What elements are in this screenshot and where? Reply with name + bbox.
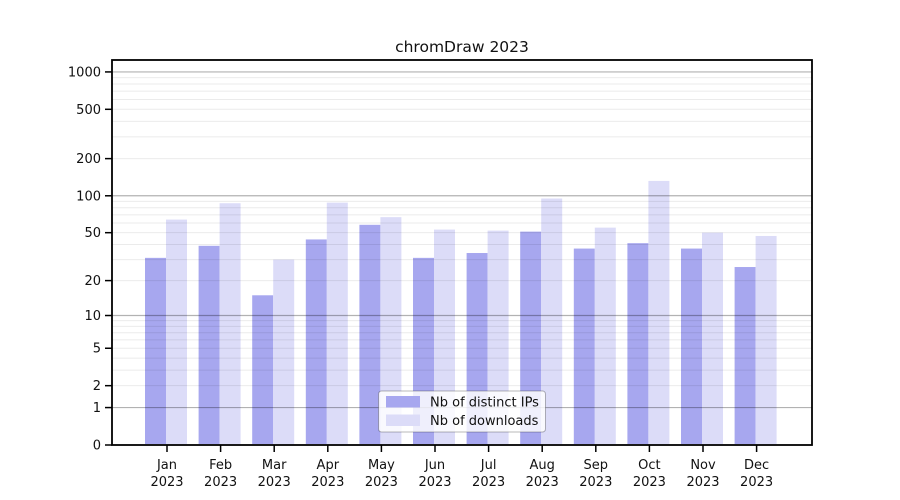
bar-downloads-jun (434, 229, 455, 444)
bar-downloads-aug (541, 198, 563, 444)
x-axis-month-label-dec: Dec (744, 458, 769, 473)
x-axis-year-label-may: 2023 (365, 475, 398, 490)
x-axis-month-label-aug: Aug (530, 458, 555, 473)
x-axis-month-label-sep: Sep (584, 458, 609, 473)
x-axis-year-label-nov: 2023 (686, 475, 719, 490)
legend-swatch-nb-of-downloads (386, 414, 420, 426)
bar-downloads-sep (594, 227, 616, 444)
x-axis-month-label-apr: Apr (317, 458, 340, 473)
x-axis-month-label-mar: Mar (262, 458, 287, 473)
y-axis-tick-label-1: 1 (93, 401, 101, 416)
bar-downloads-jan (166, 219, 187, 444)
x-axis-month-label-feb: Feb (209, 458, 232, 473)
bar-downloads-nov (702, 232, 723, 444)
bar-distinct-ips-sep (573, 248, 595, 444)
x-axis-month-label-nov: Nov (690, 458, 716, 473)
x-axis-month-label-jun: Jun (424, 458, 445, 473)
bar-distinct-ips-jan (145, 257, 166, 444)
bar-downloads-feb (219, 203, 241, 444)
bar-distinct-ips-mar (252, 295, 274, 444)
x-axis-year-label-feb: 2023 (204, 475, 237, 490)
x-axis-year-label-oct: 2023 (633, 475, 666, 490)
legend-label-nb-of-downloads: Nb of downloads (430, 414, 539, 429)
x-axis-month-label-jul: Jul (480, 458, 497, 473)
y-axis-tick-label-20: 20 (84, 274, 101, 289)
x-axis-year-label-apr: 2023 (311, 475, 344, 490)
chart-title: chromDraw 2023 (395, 38, 529, 56)
y-axis-tick-label-2: 2 (93, 379, 101, 394)
bar-downloads-oct (648, 180, 670, 444)
x-axis-year-label-jul: 2023 (472, 475, 505, 490)
bar-downloads-mar (273, 259, 295, 444)
bar-distinct-ips-dec (734, 267, 756, 444)
y-axis-tick-label-1000: 1000 (68, 65, 101, 80)
y-axis-tick-label-500: 500 (76, 103, 101, 118)
bar-distinct-ips-may (359, 224, 381, 444)
y-axis-tick-label-50: 50 (84, 226, 101, 241)
bar-distinct-ips-feb (198, 245, 220, 444)
x-axis-month-label-oct: Oct (638, 458, 660, 473)
x-axis-year-label-jun: 2023 (418, 475, 451, 490)
x-axis-year-label-aug: 2023 (526, 475, 559, 490)
legend-swatch-nb-of-distinct-ips (386, 396, 420, 408)
bar-distinct-ips-nov (681, 248, 702, 444)
bar-distinct-ips-aug (520, 231, 542, 444)
x-axis-year-label-mar: 2023 (258, 475, 291, 490)
bar-distinct-ips-oct (627, 243, 649, 444)
bar-downloads-dec (755, 235, 777, 444)
y-axis-tick-label-0: 0 (93, 439, 101, 454)
x-axis-year-label-jan: 2023 (150, 475, 183, 490)
plot-border (111, 59, 813, 446)
y-axis-tick-label-100: 100 (76, 189, 101, 204)
legend-box (378, 390, 546, 433)
bar-downloads-may (380, 217, 402, 444)
y-axis-tick-label-200: 200 (76, 152, 101, 167)
x-axis-month-label-jan: Jan (156, 458, 177, 473)
x-axis-year-label-sep: 2023 (579, 475, 612, 490)
bar-distinct-ips-apr (305, 239, 327, 444)
bar-downloads-jul (487, 230, 509, 444)
y-axis-tick-label-10: 10 (84, 309, 101, 324)
x-axis-month-label-may: May (368, 458, 395, 473)
x-axis-year-label-dec: 2023 (740, 475, 773, 490)
y-axis-tick-label-5: 5 (93, 342, 101, 357)
legend-label-nb-of-distinct-ips: Nb of distinct IPs (430, 396, 539, 411)
bar-downloads-apr (326, 202, 348, 444)
